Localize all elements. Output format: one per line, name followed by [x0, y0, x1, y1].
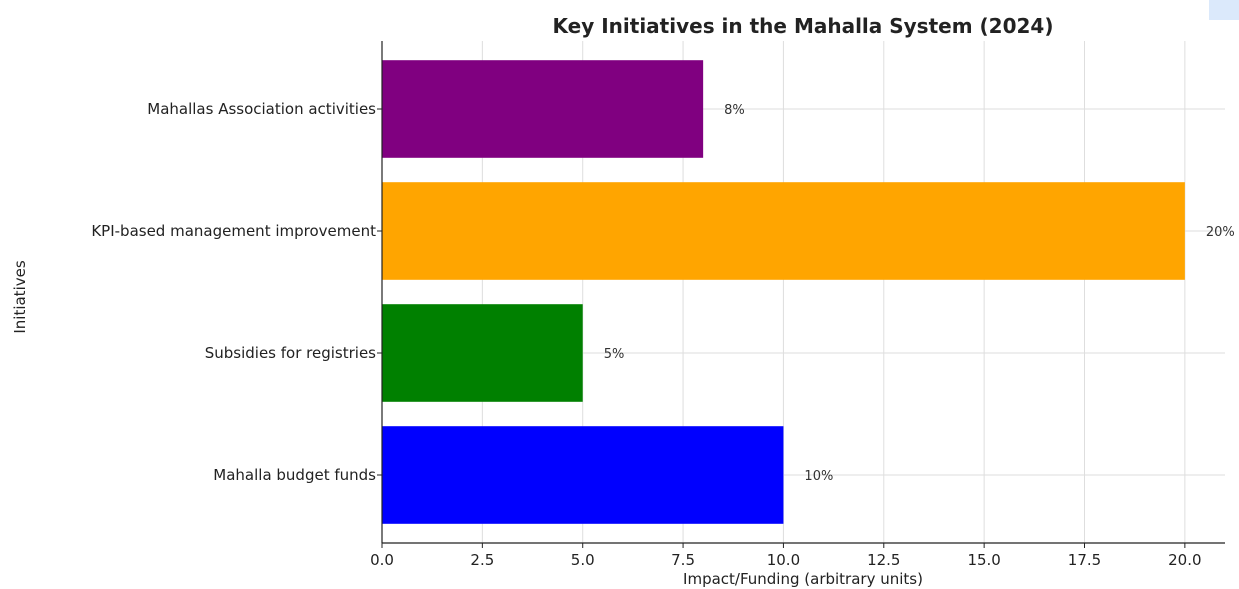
data-labels: 10% 5% 20% 8%	[604, 103, 1235, 484]
bar-data-label: 8%	[724, 103, 745, 118]
x-tick-label: 20.0	[1168, 551, 1201, 569]
y-categories: Mahalla budget funds Subsidies for regist…	[91, 100, 382, 484]
bar	[382, 426, 784, 524]
x-ticks: 0.0 2.5 5.0 7.5 10.0 12.5 15.0 17.5 20.0	[370, 543, 1202, 569]
x-tick-label: 17.5	[1068, 551, 1101, 569]
x-tick-label: 12.5	[867, 551, 900, 569]
y-category-label: Mahallas Association activities	[147, 100, 376, 118]
bar-data-label: 10%	[804, 469, 833, 484]
x-tick-label: 15.0	[967, 551, 1000, 569]
x-tick-label: 7.5	[671, 551, 695, 569]
bar	[382, 60, 704, 158]
y-axis-label: Initiatives	[11, 260, 29, 333]
corner-accent	[1209, 0, 1239, 20]
y-category-label: KPI-based management improvement	[91, 222, 376, 240]
x-tick-label: 0.0	[370, 551, 394, 569]
bar-data-label: 20%	[1206, 225, 1235, 240]
bar-data-label: 5%	[604, 347, 625, 362]
x-tick-label: 5.0	[571, 551, 595, 569]
bar	[382, 304, 583, 402]
bars	[382, 60, 1185, 524]
y-category-label: Subsidies for registries	[205, 344, 376, 362]
chart-title: Key Initiatives in the Mahalla System (2…	[553, 14, 1054, 38]
x-tick-label: 10.0	[767, 551, 800, 569]
bar	[382, 182, 1185, 280]
x-tick-label: 2.5	[470, 551, 494, 569]
x-axis-label: Impact/Funding (arbitrary units)	[683, 570, 923, 588]
y-category-label: Mahalla budget funds	[213, 466, 376, 484]
